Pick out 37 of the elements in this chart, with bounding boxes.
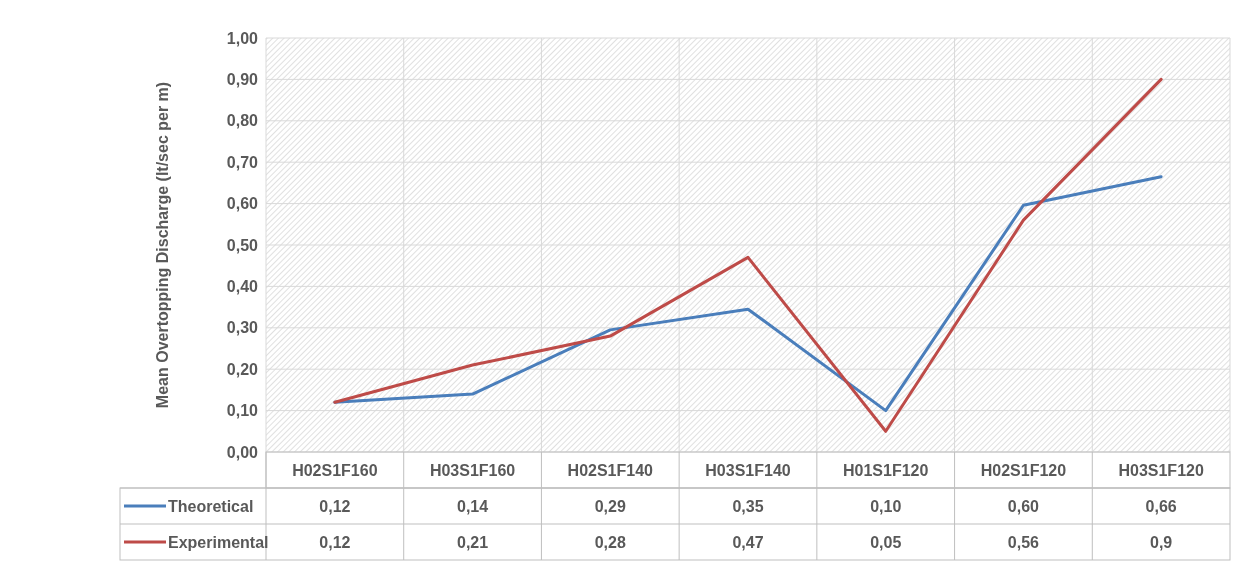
x-tick-label: H02S1F120 [980, 461, 1067, 479]
legend-label: Theoretical [168, 497, 254, 515]
x-tick-label: H03S1F160 [429, 461, 516, 479]
y-tick-label: 0,00 [226, 443, 259, 461]
y-tick-label: 0,10 [226, 402, 259, 420]
data-label: 0,47 [732, 533, 764, 551]
data-label: 0,12 [319, 497, 351, 515]
x-tick-label: H01S1F120 [843, 461, 929, 479]
y-tick-label: 1,00 [226, 29, 259, 47]
data-label: 0,35 [732, 497, 764, 515]
y-tick-label: 0,60 [226, 195, 259, 213]
data-label: 0,9 [1150, 533, 1173, 551]
x-tick-label: H02S1F160 [292, 461, 378, 479]
data-label: 0,29 [594, 497, 626, 515]
y-tick-label: 0,80 [226, 112, 259, 130]
y-axis-title: Mean Overtopping Discharge (lt/sec per m) [154, 81, 171, 409]
data-label: 0,05 [870, 533, 902, 551]
legend-label: Experimental [168, 533, 269, 551]
y-tick-label: 0,20 [226, 360, 259, 378]
data-label: 0,21 [457, 533, 489, 551]
x-tick-label: H02S1F140 [567, 461, 654, 479]
line-series [333, 175, 1163, 413]
y-tick-label: 0,90 [226, 71, 259, 88]
y-tick-label: 0,50 [226, 236, 259, 254]
data-label: 0,12 [319, 533, 351, 551]
x-tick-label: H03S1F140 [705, 461, 791, 479]
data-label: 0,66 [1145, 497, 1177, 515]
x-tick-label: H03S1F120 [1118, 461, 1204, 479]
line-series [333, 77, 1163, 433]
y-tick-label: 0,70 [226, 153, 259, 171]
data-label: 0,60 [1007, 497, 1040, 515]
data-label: 0,14 [457, 497, 489, 515]
y-tick-label: 0,30 [226, 319, 259, 337]
data-label: 0,28 [594, 533, 626, 551]
data-label: 0,56 [1007, 533, 1040, 551]
y-tick-label: 0,40 [226, 278, 259, 295]
data-label: 0,10 [870, 497, 902, 515]
